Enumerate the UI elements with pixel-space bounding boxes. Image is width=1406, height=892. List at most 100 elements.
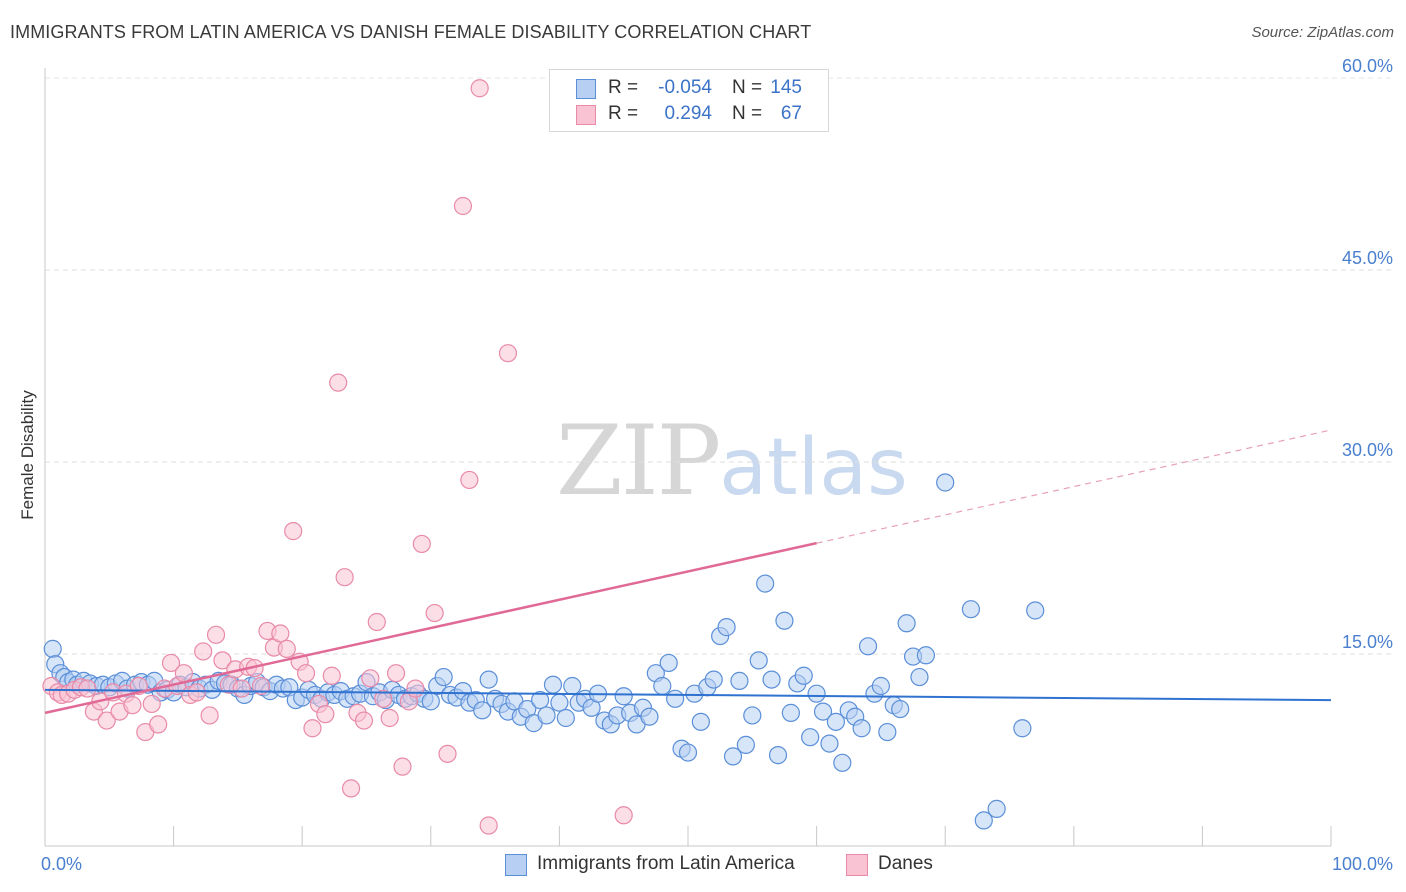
series-danes: [42, 79, 633, 835]
data-point: [768, 746, 788, 765]
data-point: [936, 473, 955, 492]
legend-row-latin-america: R = -0.054 N = 145: [550, 75, 828, 101]
data-point: [213, 651, 232, 670]
data-point: [550, 693, 569, 712]
data-point: [453, 196, 473, 216]
watermark-atlas: atlas: [719, 423, 908, 513]
data-point: [232, 679, 251, 698]
data-point: [666, 689, 685, 708]
data-point: [762, 670, 781, 689]
data-point: [406, 679, 425, 698]
data-point: [640, 707, 659, 726]
y-tick-label: 45.0%: [1342, 248, 1393, 268]
data-point: [1013, 719, 1032, 738]
data-point: [187, 683, 206, 702]
legend-swatch-danes: [576, 105, 596, 125]
data-point: [781, 703, 800, 722]
data-point: [97, 711, 116, 730]
data-point: [858, 637, 878, 656]
bottom-legend-swatch-latin-america: [505, 854, 527, 876]
trend-line-latin-america: [44, 688, 1332, 702]
data-point: [531, 690, 550, 710]
data-point: [316, 705, 335, 724]
data-point: [271, 624, 290, 643]
data-point: [329, 373, 348, 392]
data-point: [206, 625, 226, 644]
x-tick-label: 0.0%: [41, 854, 82, 874]
data-point: [833, 753, 852, 772]
data-point: [961, 600, 981, 619]
data-point: [813, 702, 833, 721]
points: [42, 79, 1045, 835]
y-tick-label: 30.0%: [1342, 440, 1393, 460]
chart-title: IMMIGRANTS FROM LATIN AMERICA VS DANISH …: [10, 22, 812, 42]
data-point: [878, 722, 897, 742]
data-point: [801, 728, 820, 747]
data-point: [361, 669, 380, 688]
data-point: [852, 719, 871, 738]
y-tick-label: 15.0%: [1342, 632, 1393, 652]
legend-n-label: N =: [732, 103, 763, 124]
legend-row-danes: R = 0.294 N = 67: [550, 101, 828, 127]
x-tick-label: 100.0%: [1332, 854, 1393, 874]
data-point: [78, 679, 97, 698]
data-point: [653, 676, 672, 696]
watermark-zip: ZIP: [556, 405, 721, 517]
data-point: [149, 715, 168, 734]
data-point: [871, 676, 891, 696]
legend-r-value: -0.054: [658, 77, 712, 98]
data-point: [194, 642, 213, 661]
data-point: [425, 603, 444, 623]
data-point: [987, 799, 1006, 818]
y-tick-label: 60.0%: [1342, 56, 1393, 76]
trend-line-danes-extrapolated: [816, 429, 1332, 544]
data-point: [910, 667, 929, 687]
data-point: [730, 671, 749, 690]
data-point: [367, 612, 386, 632]
legend-r-value: 0.294: [664, 103, 712, 124]
data-point: [807, 684, 826, 703]
data-point: [749, 651, 768, 670]
data-point: [691, 712, 710, 731]
data-point: [659, 653, 678, 673]
data-point: [174, 664, 193, 683]
data-point: [354, 711, 374, 730]
data-point: [498, 344, 518, 363]
data-point: [335, 568, 354, 587]
source-label[interactable]: Source: ZipAtlas.com: [1251, 24, 1394, 41]
correlation-legend: R = -0.054 N = 145 R = 0.294 N = 67: [549, 69, 829, 132]
data-point: [891, 699, 910, 719]
bottom-legend-label: Immigrants from Latin America: [537, 853, 795, 874]
data-point: [200, 706, 219, 725]
data-point: [386, 664, 406, 683]
data-point: [563, 676, 582, 696]
data-point: [380, 708, 399, 728]
data-point: [473, 701, 492, 720]
data-point: [794, 666, 813, 685]
data-point: [916, 646, 936, 665]
data-point: [974, 811, 993, 830]
data-point: [296, 664, 316, 683]
data-point: [826, 712, 845, 731]
data-point: [251, 676, 271, 696]
data-point: [43, 639, 62, 658]
data-point: [743, 706, 762, 725]
legend-n-label: N =: [732, 77, 763, 98]
data-point: [756, 574, 775, 593]
data-point: [374, 689, 393, 708]
data-point: [479, 670, 498, 689]
data-point: [820, 734, 839, 753]
bottom-legend-label: Danes: [878, 853, 933, 874]
data-point: [341, 779, 361, 798]
data-point: [736, 735, 755, 754]
data-point: [161, 653, 181, 673]
series-latin-america: [43, 473, 1045, 830]
grid: [45, 77, 1395, 655]
data-point: [322, 666, 341, 685]
data-point: [123, 696, 142, 715]
data-point: [412, 534, 431, 554]
data-point: [704, 670, 723, 689]
data-point: [543, 675, 563, 694]
data-point: [438, 744, 457, 763]
